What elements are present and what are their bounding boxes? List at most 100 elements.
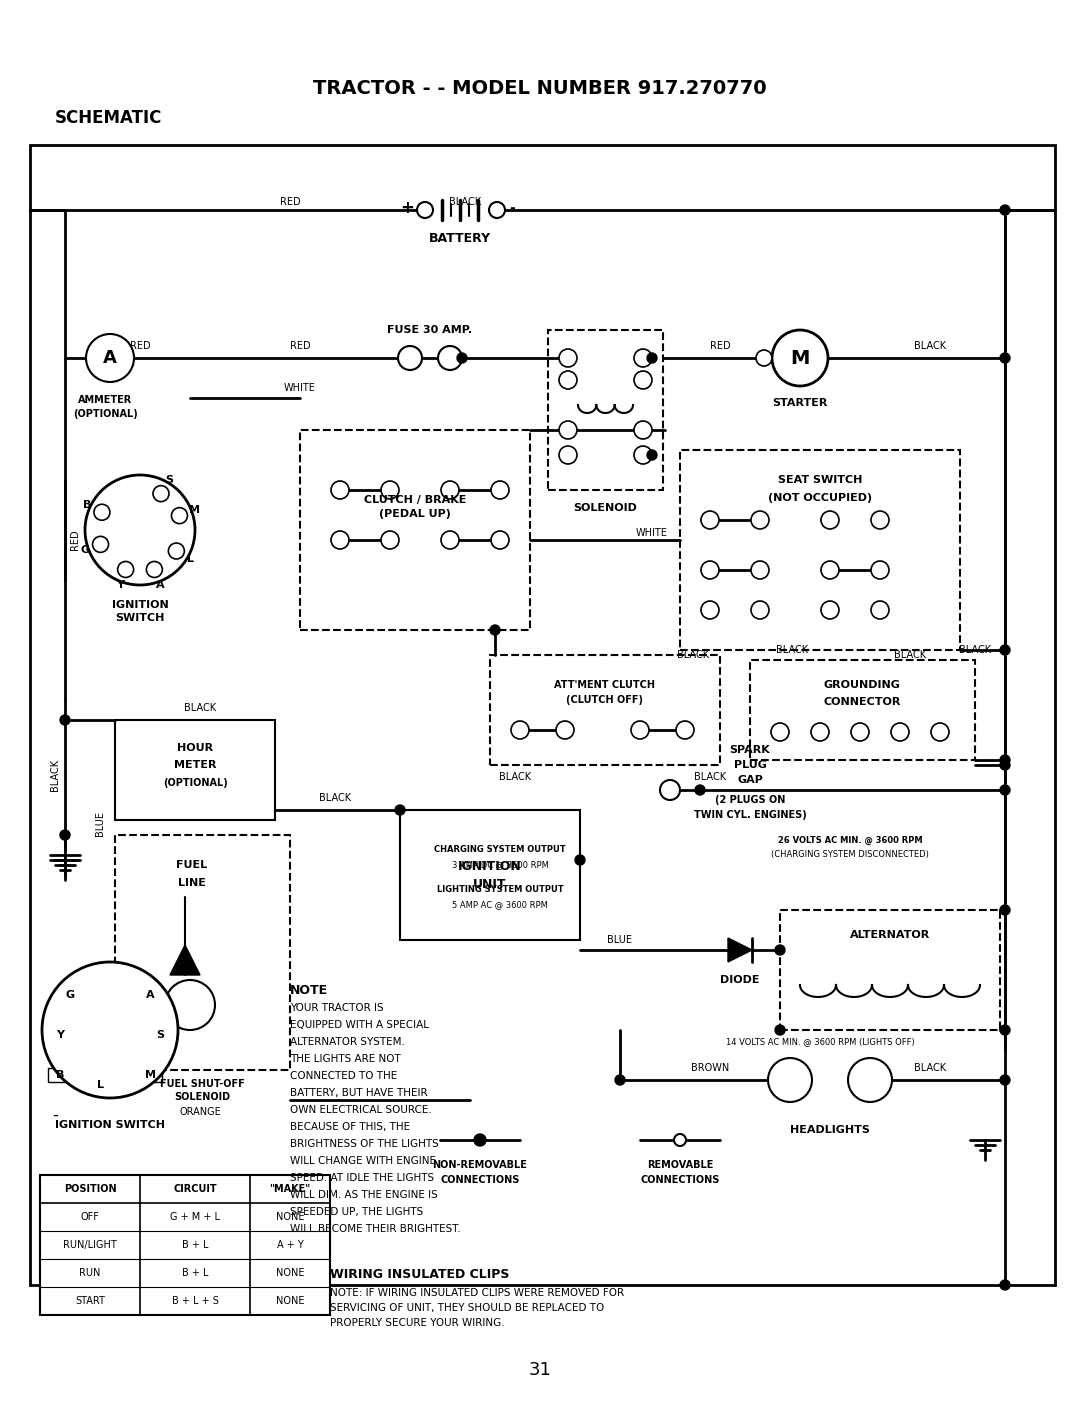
Circle shape [60, 831, 70, 840]
Circle shape [821, 561, 839, 579]
Text: RED: RED [280, 196, 300, 208]
Circle shape [559, 421, 577, 439]
Text: EQUIPPED WITH A SPECIAL: EQUIPPED WITH A SPECIAL [291, 1020, 429, 1030]
Text: B: B [83, 501, 92, 511]
Text: "MAKE": "MAKE" [269, 1184, 311, 1194]
Circle shape [118, 561, 134, 578]
Text: M: M [145, 1070, 156, 1080]
Circle shape [395, 805, 405, 815]
Text: SWITCH: SWITCH [116, 613, 164, 623]
Circle shape [647, 450, 657, 460]
Text: BLACK: BLACK [449, 196, 481, 208]
Circle shape [147, 561, 162, 578]
Text: 3 AMP DC @ 3600 RPM: 3 AMP DC @ 3600 RPM [451, 860, 549, 870]
Text: M: M [189, 505, 200, 515]
Text: NOTE: IF WIRING INSULATED CLIPS WERE REMOVED FOR: NOTE: IF WIRING INSULATED CLIPS WERE REM… [330, 1288, 624, 1298]
Circle shape [330, 530, 349, 549]
Circle shape [559, 370, 577, 389]
Circle shape [60, 716, 70, 725]
Text: SPARK: SPARK [730, 745, 770, 755]
Bar [680, 450, 960, 650]
Text: A: A [156, 579, 164, 589]
Text: 31: 31 [528, 1361, 552, 1379]
Circle shape [751, 561, 769, 579]
Circle shape [1000, 354, 1010, 363]
Text: CONNECTIONS: CONNECTIONS [441, 1174, 519, 1186]
Circle shape [751, 511, 769, 529]
Text: BLUE: BLUE [607, 934, 633, 946]
Text: UNIT: UNIT [473, 878, 507, 891]
Circle shape [42, 962, 178, 1099]
Text: SPEEDED UP, THE LIGHTS: SPEEDED UP, THE LIGHTS [291, 1207, 423, 1216]
Text: TWIN CYL. ENGINES): TWIN CYL. ENGINES) [693, 810, 807, 819]
Circle shape [165, 981, 215, 1030]
Text: FUEL: FUEL [176, 860, 207, 870]
Text: -: - [509, 201, 515, 215]
Text: (2 PLUGS ON: (2 PLUGS ON [715, 796, 785, 805]
Bar [114, 835, 291, 1070]
Text: ORANGE: ORANGE [179, 1107, 221, 1117]
Text: BLACK: BLACK [914, 341, 946, 351]
Circle shape [1000, 205, 1010, 215]
Text: FUSE 30 AMP.: FUSE 30 AMP. [388, 325, 473, 335]
Circle shape [870, 600, 889, 619]
Text: HOUR: HOUR [177, 744, 213, 753]
Circle shape [631, 721, 649, 739]
Text: POSITION: POSITION [64, 1184, 117, 1194]
Text: RED: RED [289, 341, 310, 351]
Text: BATTERY, BUT HAVE THEIR: BATTERY, BUT HAVE THEIR [291, 1087, 428, 1099]
Circle shape [441, 481, 459, 499]
Text: 5 AMP AC @ 3600 RPM: 5 AMP AC @ 3600 RPM [453, 901, 548, 909]
Text: (PEDAL UP): (PEDAL UP) [379, 509, 451, 519]
Circle shape [1000, 905, 1010, 915]
Circle shape [1000, 755, 1010, 765]
Text: REMOVABLE: REMOVABLE [647, 1160, 713, 1170]
Bar [48, 1028, 72, 1042]
Circle shape [634, 421, 652, 439]
Circle shape [696, 786, 705, 796]
Circle shape [489, 202, 505, 217]
Circle shape [575, 854, 585, 866]
Text: (NOT OCCUPIED): (NOT OCCUPIED) [768, 492, 872, 504]
Text: BROWN: BROWN [691, 1063, 729, 1073]
Text: B: B [56, 1070, 64, 1080]
Text: BECAUSE OF THIS, THE: BECAUSE OF THIS, THE [291, 1122, 410, 1132]
Text: A: A [146, 991, 154, 1000]
Text: L: L [96, 1080, 104, 1090]
Text: BLACK: BLACK [184, 703, 216, 713]
Circle shape [399, 347, 422, 370]
Circle shape [1000, 760, 1010, 770]
Text: RED: RED [710, 341, 730, 351]
Circle shape [647, 354, 657, 363]
Circle shape [381, 481, 399, 499]
Text: CONNECTIONS: CONNECTIONS [640, 1174, 719, 1186]
Circle shape [559, 349, 577, 368]
Circle shape [634, 446, 652, 464]
Text: GAP: GAP [737, 774, 762, 786]
Text: SOLENOID: SOLENOID [174, 1092, 230, 1101]
Circle shape [811, 723, 829, 741]
Text: LIGHTING SYSTEM OUTPUT: LIGHTING SYSTEM OUTPUT [436, 885, 564, 895]
Bar [780, 911, 1000, 1030]
Circle shape [1000, 786, 1010, 796]
Circle shape [701, 511, 719, 529]
Text: WILL CHANGE WITH ENGINE: WILL CHANGE WITH ENGINE [291, 1156, 436, 1166]
Bar [148, 1028, 172, 1042]
Circle shape [821, 600, 839, 619]
Text: CIRCUIT: CIRCUIT [173, 1184, 217, 1194]
Circle shape [1000, 1075, 1010, 1085]
Text: SCHEMATIC: SCHEMATIC [55, 109, 162, 128]
Text: L: L [187, 554, 193, 564]
Text: RUN/LIGHT: RUN/LIGHT [63, 1240, 117, 1250]
Circle shape [775, 1026, 785, 1035]
Circle shape [1000, 1026, 1010, 1035]
Text: BLACK: BLACK [959, 645, 991, 655]
Text: G + M + L: G + M + L [170, 1212, 220, 1222]
Text: BATTERY: BATTERY [429, 231, 491, 244]
Circle shape [1000, 645, 1010, 655]
Text: B + L + S: B + L + S [172, 1296, 218, 1306]
Text: STARTER: STARTER [772, 398, 827, 408]
Text: BLACK: BLACK [50, 759, 60, 791]
Text: YOUR TRACTOR IS: YOUR TRACTOR IS [291, 1003, 383, 1013]
Circle shape [438, 347, 462, 370]
